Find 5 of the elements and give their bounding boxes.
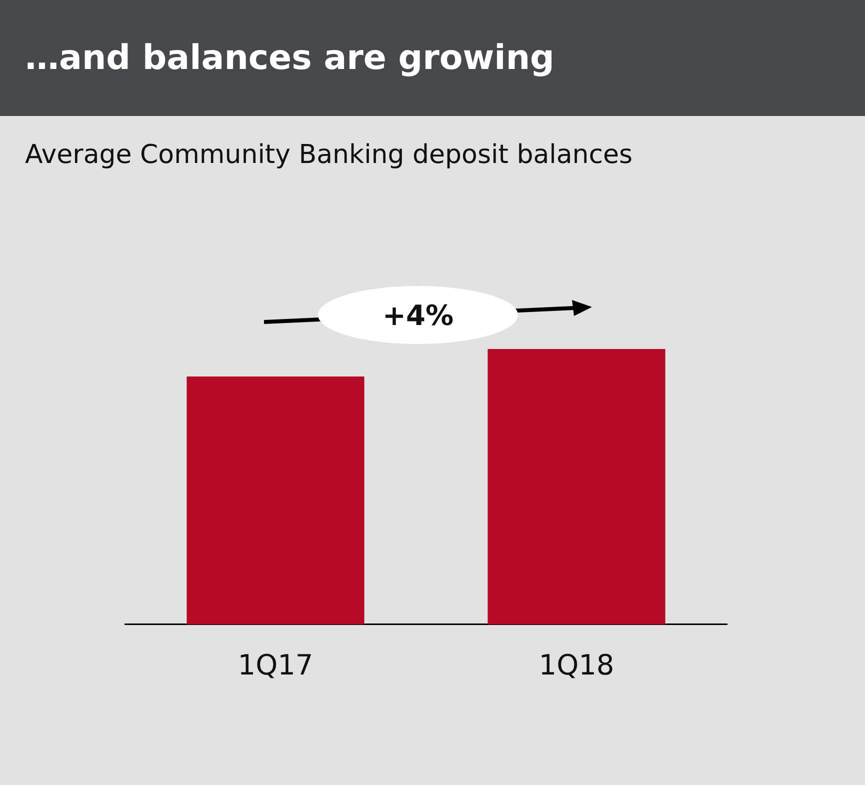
x-tick-label: 1Q17	[238, 648, 314, 682]
chart-title: …and balances are growing	[25, 38, 554, 78]
x-tick-label: 1Q18	[538, 648, 614, 682]
chart-subtitle: Average Community Banking deposit balances	[25, 140, 633, 170]
text: +4%	[318, 286, 518, 344]
